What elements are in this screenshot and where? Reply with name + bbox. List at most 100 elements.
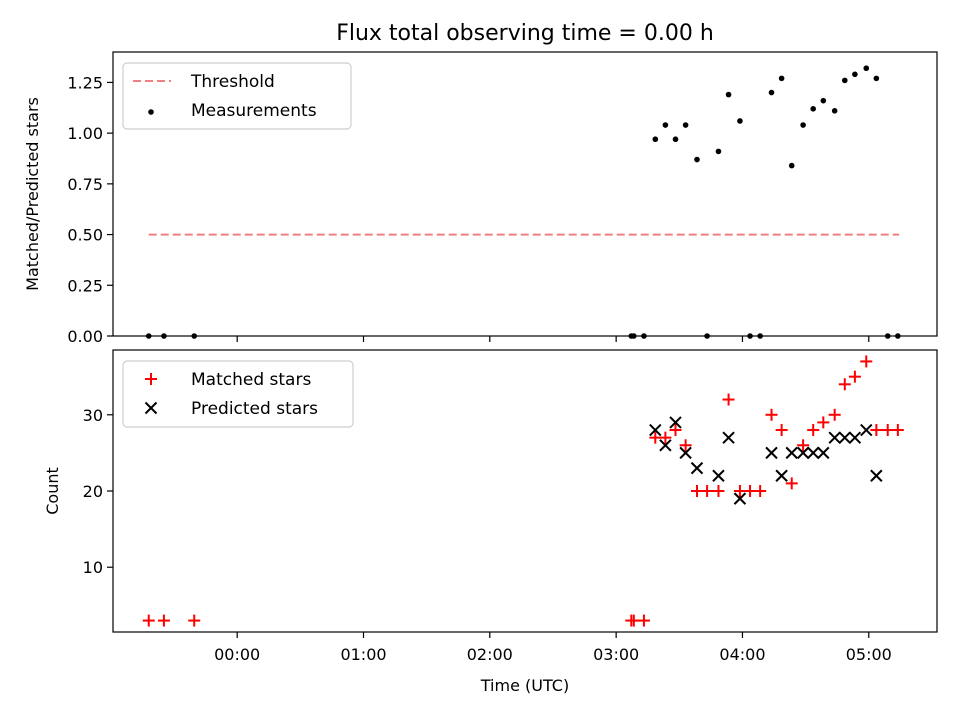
top-ytick-label: 1.00 <box>67 124 103 143</box>
matched-star-point <box>142 614 155 627</box>
predicted-star-point <box>712 469 725 482</box>
legend-label: Predicted stars <box>191 399 318 419</box>
matched-star-point <box>860 355 873 368</box>
predicted-star-point-b <box>838 431 851 444</box>
matched-star-point <box>637 614 650 627</box>
chart-title: Flux total observing time = 0.00 h <box>336 21 714 46</box>
measurement-point <box>778 75 785 82</box>
matched-star-point <box>754 485 767 497</box>
measurement-point <box>884 333 891 339</box>
xtick-label: 04:00 <box>719 645 765 664</box>
predicted-star-point <box>828 431 841 444</box>
matched-star-point <box>627 614 640 627</box>
predicted-star-point-b <box>848 431 862 444</box>
bottom-legend-box <box>122 360 354 428</box>
measurement-point <box>831 108 838 114</box>
predicted-star-point <box>722 431 735 444</box>
matched-star-point <box>765 408 778 421</box>
predicted-star-point-b <box>860 423 873 437</box>
matched-star-point <box>188 614 201 627</box>
predicted-star-point <box>690 461 704 475</box>
matched-star-point <box>659 431 672 444</box>
predicted-star-point <box>860 423 873 437</box>
matched-star-point <box>797 439 810 452</box>
matched-star-point <box>669 424 682 437</box>
matched-star-point <box>744 485 757 497</box>
predicted-star-point <box>733 492 747 505</box>
measurement-point <box>715 148 722 155</box>
bottom-panel: 10 20 30 00:00 01:00 02:00 03:00 04:00 05:00 Matc… <box>83 349 938 664</box>
matched-star-point <box>722 393 735 406</box>
matched-star-point <box>817 416 830 429</box>
measurement-point <box>757 333 763 339</box>
top-ytick-label: 0.00 <box>67 327 103 346</box>
predicted-star-point <box>848 431 862 444</box>
matched-star-point <box>881 424 894 437</box>
matched-star-point <box>785 477 798 490</box>
measurement-point <box>895 333 901 339</box>
measurement-point <box>191 333 198 339</box>
xtick-label: 02:00 <box>467 645 513 664</box>
top-ytick-label: 0.50 <box>67 226 103 245</box>
matched-star-point <box>157 614 170 627</box>
measurement-point <box>820 97 827 104</box>
predicted-star-point-b <box>690 461 704 475</box>
matched-star-point <box>679 439 692 452</box>
predicted-star-point-b <box>669 416 682 429</box>
matched-star-point <box>807 424 820 437</box>
measurement-point <box>682 122 689 128</box>
matched-star-point <box>690 485 703 497</box>
predicted-star-point <box>838 431 851 444</box>
predicted-star-point-b <box>712 469 725 482</box>
matched-star-point <box>733 485 746 497</box>
xtick-label: 03:00 <box>593 645 639 664</box>
measurement-point <box>873 75 880 82</box>
measurement-point <box>672 136 679 143</box>
predicted-star-point <box>649 423 662 437</box>
top-legend: Threshold Measurements <box>122 62 352 130</box>
measurement-point <box>863 65 870 72</box>
measurement-point <box>768 89 775 96</box>
bottom-legend: Matched stars Predicted stars <box>122 360 354 428</box>
predicted-star-point <box>679 446 692 460</box>
matched-star-point <box>891 424 904 437</box>
measurement-point <box>788 162 795 169</box>
bottom-ylabel: Count <box>43 467 62 515</box>
top-panel: 0.00 0.25 0.50 0.75 1.00 1.25 Threshold Measure… <box>67 51 938 346</box>
predicted-star-point <box>659 439 672 452</box>
measurement-point <box>161 333 167 339</box>
legend-label: Matched stars <box>191 370 311 390</box>
legend-measurement-swatch <box>148 109 154 115</box>
matched-star-point <box>775 424 788 437</box>
measurement-point <box>841 77 848 84</box>
predicted-star-point-b <box>722 431 735 444</box>
predicted-star-point <box>796 446 810 460</box>
xlabel: Time (UTC) <box>480 676 569 695</box>
measurement-point <box>747 333 753 339</box>
predicted-star-point <box>669 416 682 429</box>
predicted-star-point <box>775 469 788 482</box>
bottom-ytick-label: 10 <box>83 558 103 577</box>
predicted-star-point-b <box>733 492 747 505</box>
measurement-point <box>641 333 647 339</box>
measurement-point <box>145 333 152 339</box>
measurement-point <box>737 118 743 124</box>
top-ytick-label: 1.25 <box>67 73 103 92</box>
legend-label: Threshold <box>190 72 275 92</box>
measurement-point <box>704 333 710 339</box>
top-legend-box <box>122 62 352 130</box>
predicted-star-point-b <box>796 446 810 460</box>
matched-star-point <box>828 408 841 421</box>
matched-star-point <box>712 485 725 497</box>
predicted-star-point <box>806 446 820 460</box>
legend-predicted-swatch-b <box>144 401 158 415</box>
matched-star-point <box>870 424 883 437</box>
matched-star-point <box>701 485 714 497</box>
xtick-label: 05:00 <box>846 645 892 664</box>
bottom-ytick-label: 20 <box>83 482 103 501</box>
top-ytick-label: 0.75 <box>67 175 103 194</box>
predicted-star-point-b <box>649 423 662 437</box>
predicted-star-point-b <box>817 446 830 460</box>
measurement-point <box>810 106 817 112</box>
